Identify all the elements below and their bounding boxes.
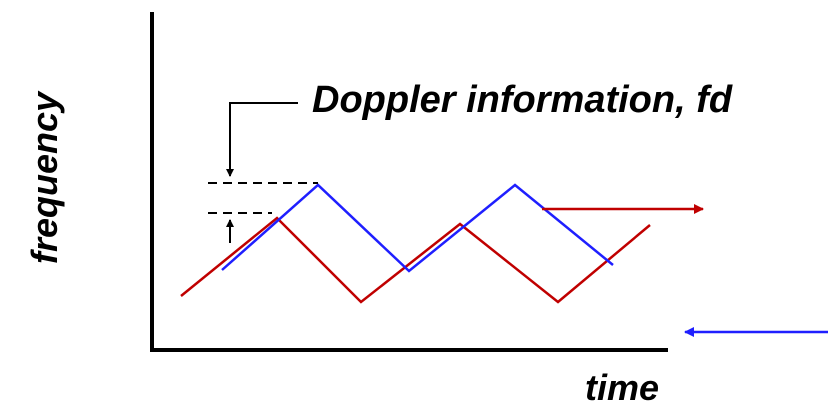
annotation-label: Doppler information, fd xyxy=(312,79,733,121)
x-axis-label: time xyxy=(585,367,659,408)
y-axis-label: frequency xyxy=(24,90,65,264)
transmitted-signal-line xyxy=(180,216,651,304)
annotation-leader-line xyxy=(226,102,298,177)
received-signal-line xyxy=(221,183,614,273)
